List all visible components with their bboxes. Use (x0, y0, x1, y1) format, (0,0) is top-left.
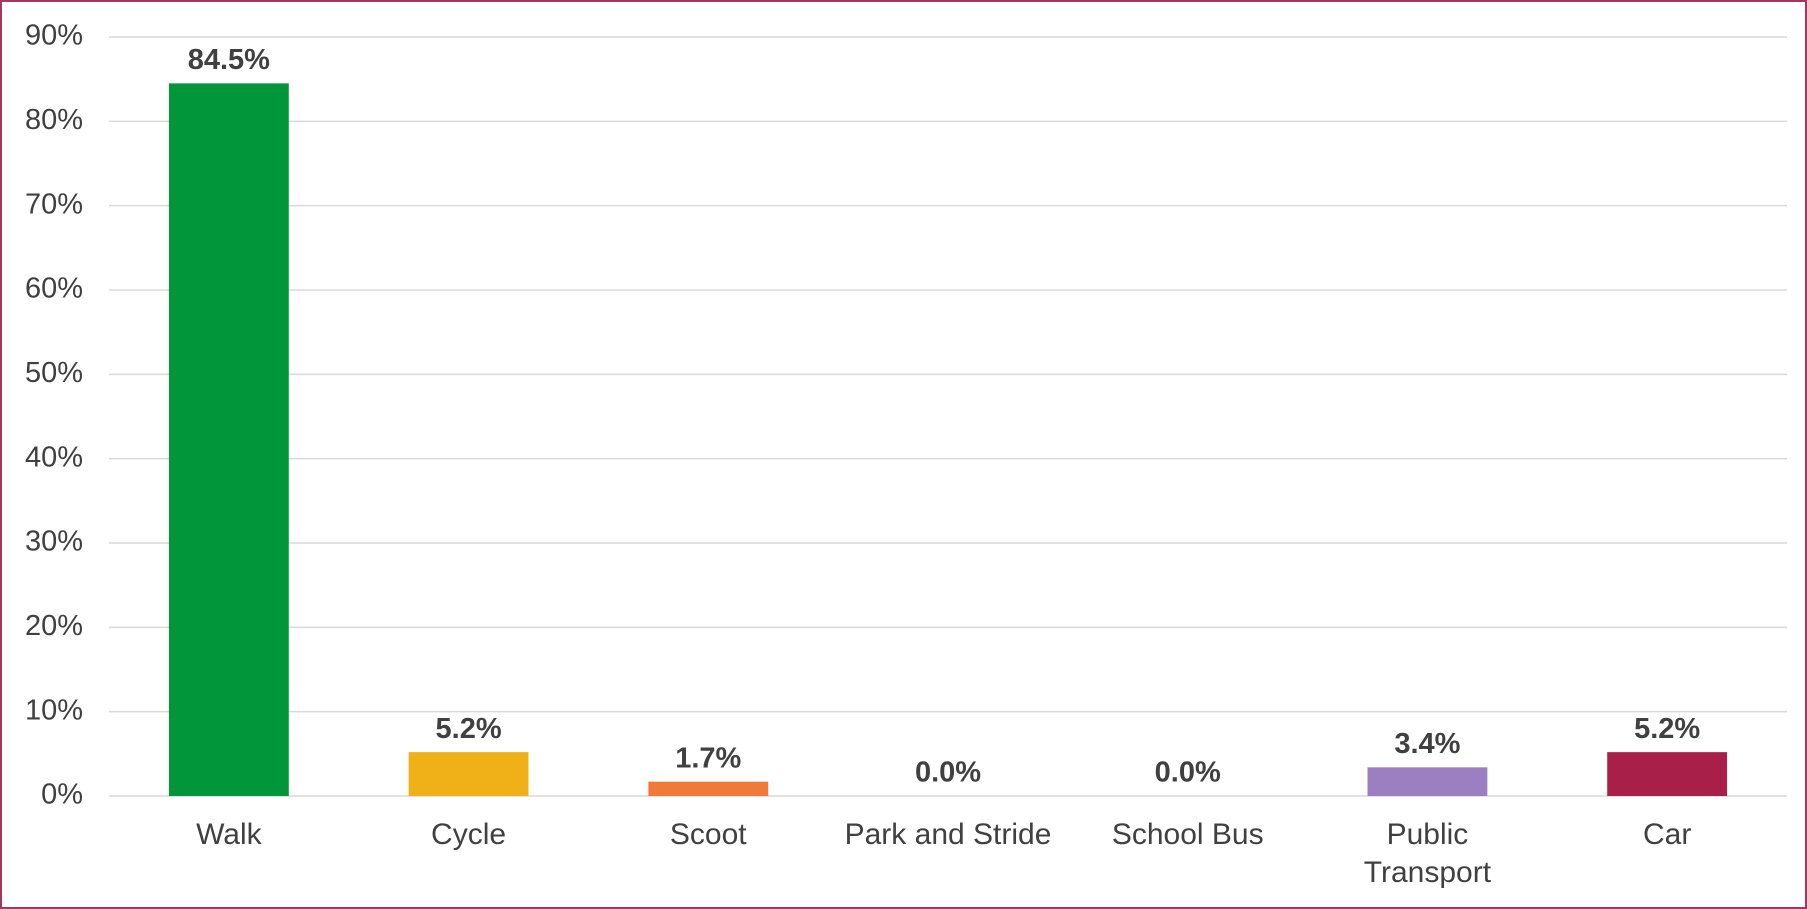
x-tick-label: Car (1642, 818, 1692, 851)
x-tick-label: Park and Stride (844, 818, 1052, 851)
bar (648, 781, 769, 796)
data-label: 1.7% (675, 742, 741, 774)
bar (1607, 752, 1728, 796)
y-tick-label: 70% (25, 188, 83, 220)
x-tick-label: School Bus (1111, 818, 1264, 851)
y-tick-label: 80% (25, 104, 83, 136)
bar (1367, 767, 1488, 796)
y-tick-label: 90% (25, 20, 83, 52)
x-tick-label: Walk (196, 818, 262, 851)
x-tick-label: Cycle (431, 818, 507, 851)
x-tick-label: Scoot (669, 818, 747, 851)
x-tick-label: Public Transport (1363, 818, 1492, 889)
data-label: 3.4% (1394, 728, 1460, 760)
bar (408, 752, 529, 796)
bar (168, 83, 289, 797)
y-tick-label: 40% (25, 441, 83, 473)
data-label: 5.2% (436, 713, 502, 745)
y-tick-label: 30% (25, 526, 83, 558)
y-tick-label: 0% (41, 779, 83, 811)
y-tick-label: 10% (25, 694, 83, 726)
y-tick-label: 20% (25, 610, 83, 642)
y-tick-label: 50% (25, 357, 83, 389)
data-label: 0.0% (1155, 757, 1221, 789)
data-label: 0.0% (915, 757, 981, 789)
y-tick-label: 60% (25, 273, 83, 305)
data-label: 84.5% (188, 44, 270, 76)
data-label: 5.2% (1634, 713, 1700, 745)
